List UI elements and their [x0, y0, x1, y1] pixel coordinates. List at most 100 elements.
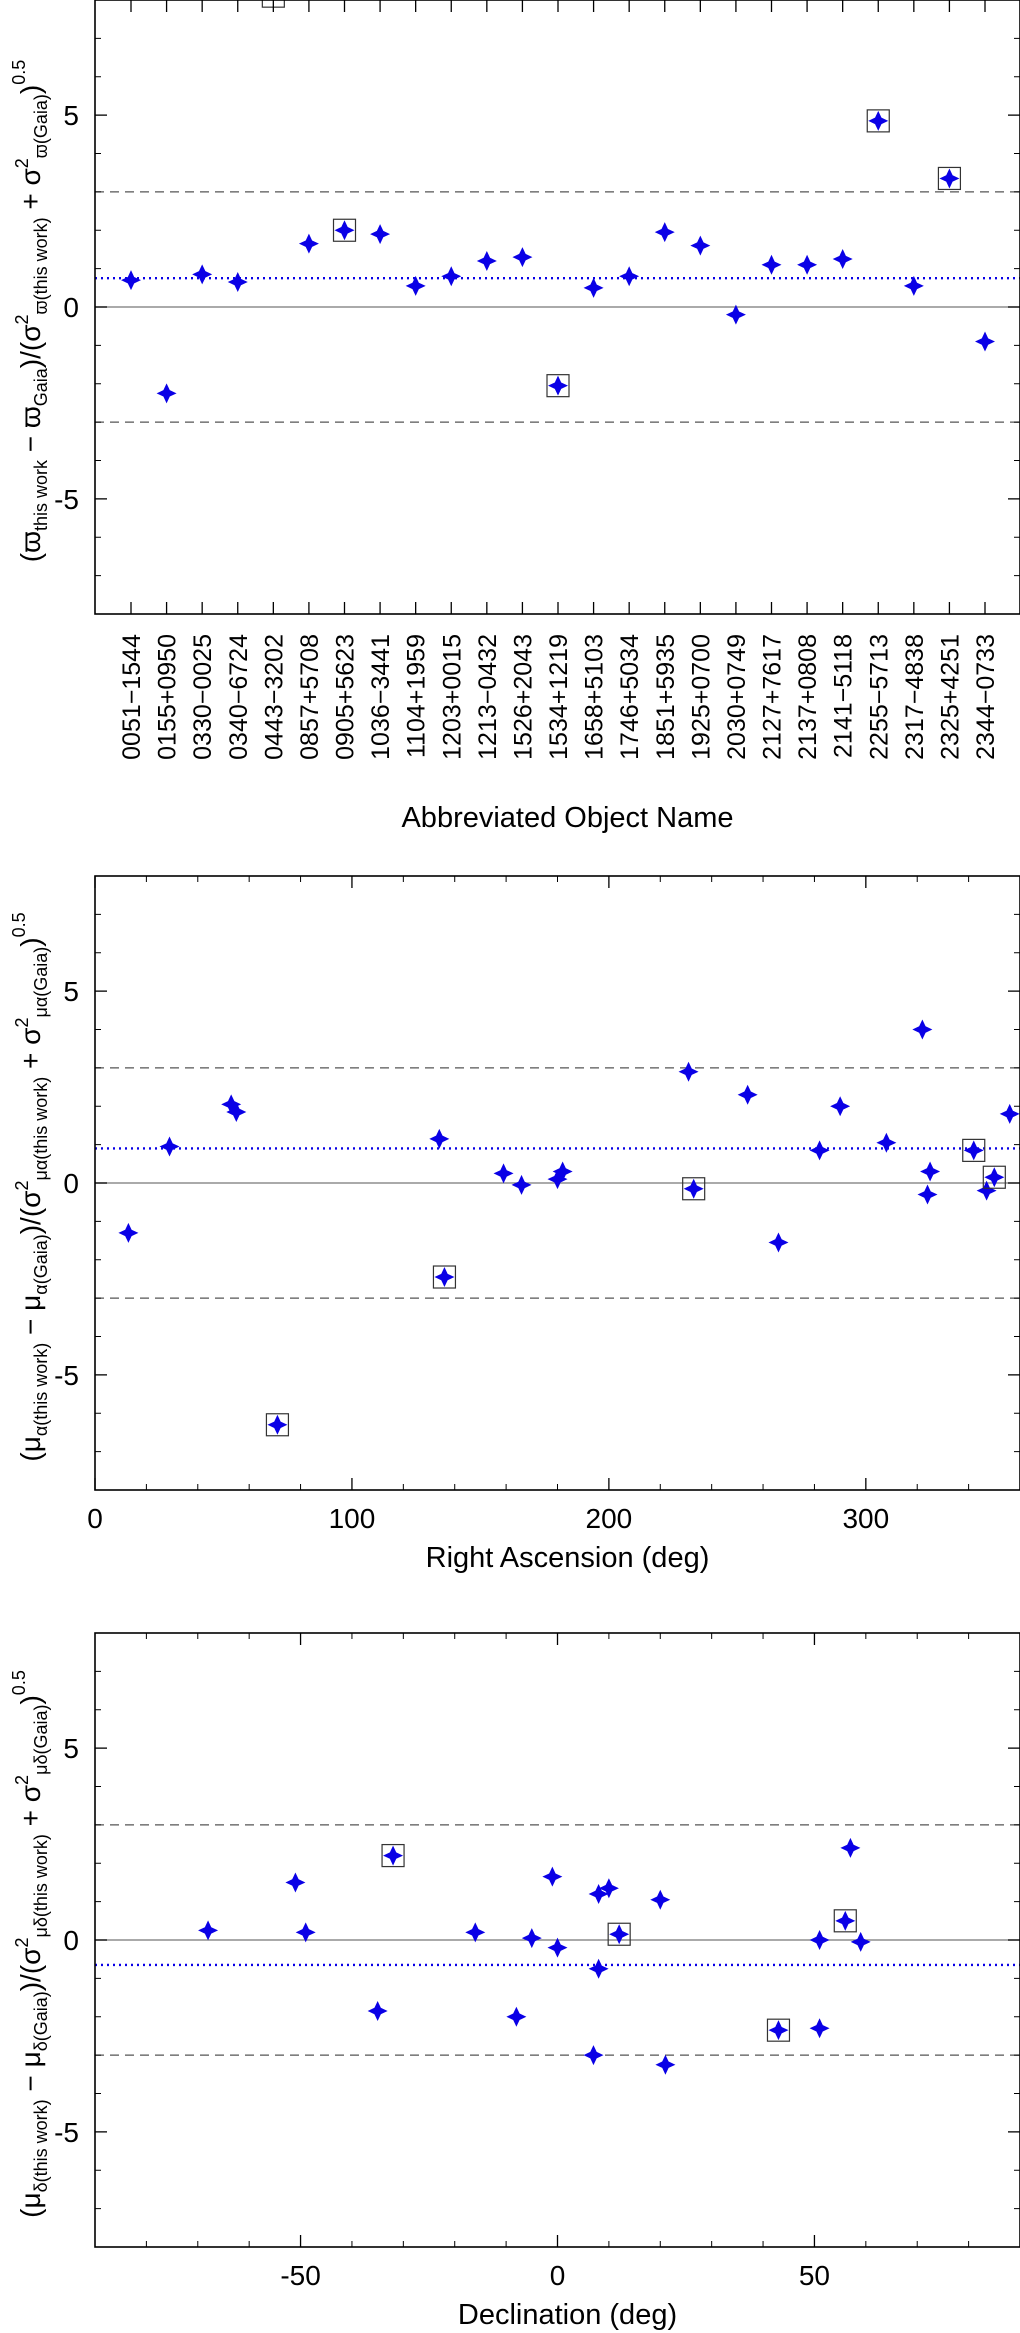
y-axis-label-part: α(Gaia) [31, 1234, 51, 1294]
y-axis-label-part: α(this work) [31, 1343, 51, 1436]
data-point-10 [547, 1169, 568, 1190]
y-axis-label-part: )/(σ [15, 325, 46, 369]
outlier-box-18 [766, 2018, 791, 2042]
data-point-14 [737, 1084, 758, 1105]
y-axis-label-part: ) [15, 85, 46, 94]
y-axis-label-part: − μ [15, 2051, 46, 2099]
data-point-21 [835, 1910, 856, 1931]
y-axis-label-part: )/(σ [15, 1191, 46, 1235]
category-label: 2255−5713 [865, 634, 893, 760]
outlier-box-5 [381, 1843, 405, 1868]
y-axis-label-part: μα(Gaia) [31, 947, 51, 1018]
data-point-20 [917, 1184, 938, 1205]
y-axis-label: (μα(this work) − μα(Gaia))/(σ2μα(this wo… [9, 912, 51, 1461]
category-label: 0051−1544 [118, 634, 146, 760]
data-point-18 [768, 2020, 789, 2041]
category-label: 0155+0950 [154, 634, 182, 760]
y-axis-label-part: δ(this work) [31, 2099, 51, 2192]
y-axis-label-part: μα(this work) [31, 1077, 51, 1181]
y-axis-label-part: 2 [12, 1181, 32, 1191]
category-label: 2325+4251 [936, 634, 964, 760]
y-axis-label-part: (μ [15, 2192, 46, 2217]
y-axis-label-part: μδ(this work) [31, 1834, 51, 1937]
y-axis-label-part: (ϖ [15, 531, 46, 562]
y-axis-label-part: 2 [12, 1938, 32, 1948]
y-axis-label: (μδ(this work) − μδ(Gaia))/(σ2μδ(this wo… [9, 1670, 51, 2218]
data-point-2 [156, 383, 177, 404]
outlier-box-24 [982, 1165, 1006, 1189]
y-axis-label-part: 0.5 [9, 60, 29, 85]
y-tick-label: 5 [63, 100, 79, 131]
data-point-13 [588, 1883, 609, 1904]
data-point-22 [963, 1140, 984, 1161]
x-tick-label: 0 [87, 1503, 103, 1534]
y-axis-label-part: δ(Gaia) [31, 1991, 51, 2051]
category-label: 2317−4838 [901, 634, 929, 760]
y-axis-label-part: 2 [12, 1018, 32, 1028]
category-label: 1658+5103 [581, 634, 609, 760]
category-label: 1534+1219 [545, 634, 573, 760]
data-point-10 [441, 266, 462, 287]
y-tick-label: 5 [63, 1733, 79, 1764]
y-axis-label-part: 2 [12, 1775, 32, 1785]
data-point-13 [548, 375, 568, 396]
plot-area [95, 1019, 1020, 1437]
data-point-4 [226, 1102, 247, 1123]
data-point-1 [198, 1920, 219, 1941]
y-axis-label-part: + σ [15, 1028, 46, 1077]
y-axis-label-part: 2 [12, 158, 32, 168]
data-point-3 [295, 1922, 316, 1943]
data-point-12 [678, 1061, 699, 1082]
y-axis-label-part: ) [15, 937, 46, 946]
data-point-23 [850, 1931, 871, 1952]
y-axis-label-part: + σ [15, 1785, 46, 1834]
data-point-15 [619, 266, 640, 287]
outlier-box-13 [546, 374, 570, 398]
x-tick-label: 50 [799, 2260, 830, 2291]
data-point-25 [975, 331, 995, 352]
data-point-9 [542, 1866, 563, 1887]
data-point-3 [221, 1094, 242, 1115]
category-label: 0905+5623 [332, 634, 360, 760]
data-point-12 [512, 247, 533, 268]
data-point-19 [809, 1930, 830, 1950]
x-tick-label: 200 [586, 1503, 633, 1534]
outlier-box-5 [265, 1413, 290, 1437]
outlier-box-22 [866, 109, 890, 133]
data-point-14 [583, 277, 604, 298]
data-point-15 [609, 1924, 630, 1945]
data-point-17 [690, 235, 711, 256]
data-point-3 [192, 264, 213, 285]
data-point-1 [118, 1222, 139, 1243]
x-tick-label: 0 [550, 2260, 566, 2291]
y-tick-label: -5 [54, 2117, 79, 2148]
data-point-16 [650, 1889, 671, 1910]
category-label: 1104+1959 [403, 634, 431, 758]
category-label: 0330−0025 [189, 634, 217, 760]
data-point-13 [683, 1178, 704, 1199]
category-label: 0340−6724 [225, 634, 253, 760]
category-label: 2141−5118 [830, 634, 858, 758]
data-point-8 [521, 1928, 542, 1949]
data-point-11 [552, 1161, 573, 1182]
plot-area [95, 1824, 1020, 2075]
x-tick-label: -50 [280, 2260, 320, 2291]
category-label: 2344−0733 [972, 634, 1000, 760]
data-point-18 [725, 304, 746, 325]
data-point-11 [476, 250, 497, 271]
data-point-23 [976, 1180, 997, 1201]
data-point-5 [383, 1845, 404, 1866]
data-point-4 [367, 2000, 388, 2021]
y-axis-label-part: this work [31, 459, 51, 531]
category-label: 2030+0749 [723, 634, 751, 760]
category-label: 1213−0432 [474, 634, 502, 760]
category-label: 0443−3202 [260, 634, 288, 760]
y-axis-label-part: ) [15, 1695, 46, 1704]
data-point-15 [768, 1232, 789, 1253]
data-point-12 [588, 1958, 609, 1979]
category-label: 2127+7617 [759, 634, 787, 760]
data-point-20 [809, 2018, 830, 2039]
data-point-14 [598, 1878, 619, 1899]
